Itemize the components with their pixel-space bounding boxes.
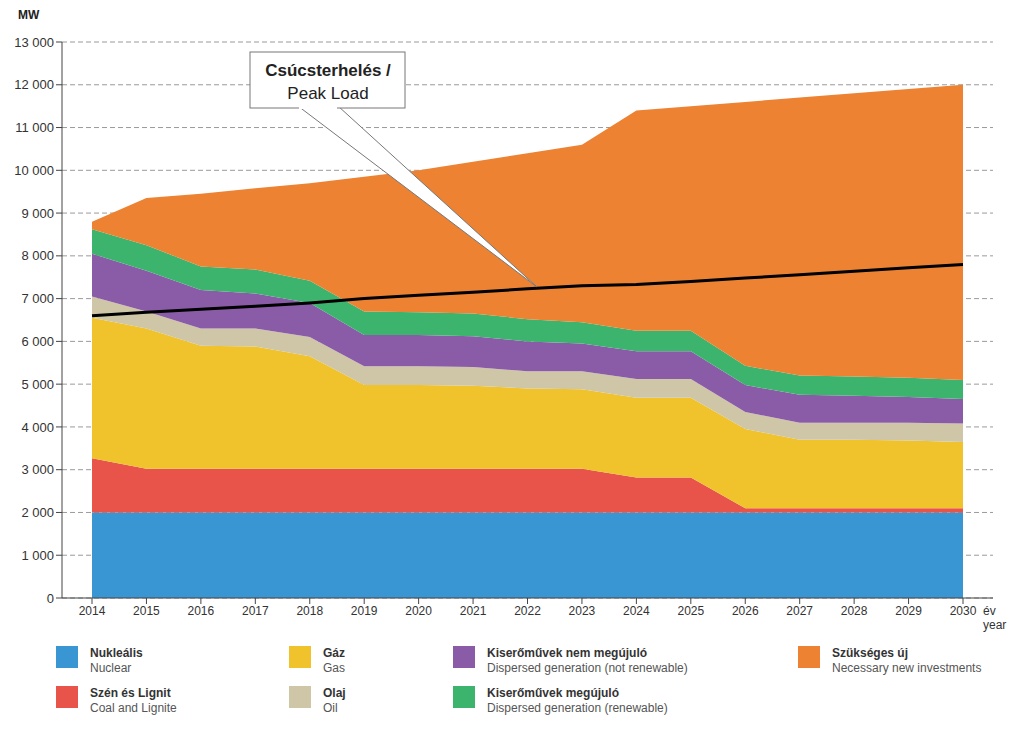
svg-text:2014: 2014 xyxy=(79,604,106,618)
html-text:Dispersed generation (renewabl: Dispersed generation (renewable) xyxy=(487,701,668,715)
svg-text:6 000: 6 000 xyxy=(21,334,54,349)
svg-text:4 000: 4 000 xyxy=(21,420,54,435)
svg-text:2020: 2020 xyxy=(405,604,432,618)
svg-text:1 000: 1 000 xyxy=(21,548,54,563)
svg-text:0: 0 xyxy=(47,591,54,606)
svg-text:2030: 2030 xyxy=(950,604,977,618)
html-text:Kiserőművek megújuló: Kiserőművek megújuló xyxy=(487,686,619,700)
html-text:Coal and Lignite: Coal and Lignite xyxy=(90,701,177,715)
svg-text:2029: 2029 xyxy=(895,604,922,618)
svg-text:2021: 2021 xyxy=(460,604,487,618)
svg-text:2024: 2024 xyxy=(623,604,650,618)
html-text:year: year xyxy=(983,618,1007,632)
html-text:Szén és Lignit: Szén és Lignit xyxy=(90,686,171,700)
html-text:Szükséges új: Szükséges új xyxy=(832,646,908,660)
svg-text:2025: 2025 xyxy=(677,604,704,618)
svg-text:2018: 2018 xyxy=(296,604,323,618)
html-text:Necessary new investments: Necessary new investments xyxy=(832,661,982,675)
svg-text:12 000: 12 000 xyxy=(14,77,54,92)
svg-text:2015: 2015 xyxy=(133,604,160,618)
html-text:Nukleális: Nukleális xyxy=(90,646,143,660)
html-text:Kiserőművek nem megújuló: Kiserőművek nem megújuló xyxy=(487,646,647,660)
html-text:Dispersed generation (not rene: Dispersed generation (not renewable) xyxy=(487,661,688,675)
svg-text:2026: 2026 xyxy=(732,604,759,618)
svg-text:Csúcsterhelés /: Csúcsterhelés / xyxy=(265,61,391,80)
html-text:Gáz: Gáz xyxy=(323,646,345,660)
svg-text:2016: 2016 xyxy=(188,604,215,618)
svg-text:10 000: 10 000 xyxy=(14,163,54,178)
svg-text:2019: 2019 xyxy=(351,604,378,618)
svg-text:2027: 2027 xyxy=(786,604,813,618)
svg-text:2028: 2028 xyxy=(841,604,868,618)
html-text:év: év xyxy=(983,604,996,618)
svg-text:13 000: 13 000 xyxy=(14,35,54,50)
html-text:Gas: Gas xyxy=(323,661,345,675)
svg-text:2022: 2022 xyxy=(514,604,541,618)
svg-text:7 000: 7 000 xyxy=(21,291,54,306)
html-text:Nuclear: Nuclear xyxy=(90,661,132,675)
svg-text:11 000: 11 000 xyxy=(15,120,54,135)
svg-text:8 000: 8 000 xyxy=(21,248,54,263)
svg-text:9 000: 9 000 xyxy=(21,206,54,221)
svg-text:2 000: 2 000 xyxy=(21,505,54,520)
svg-text:Peak Load: Peak Load xyxy=(287,84,368,103)
html-text:Olaj: Olaj xyxy=(323,686,346,700)
svg-text:5 000: 5 000 xyxy=(21,377,54,392)
html-text:MW: MW xyxy=(18,8,40,22)
svg-text:2017: 2017 xyxy=(242,604,269,618)
html-text:Oil: Oil xyxy=(323,701,338,715)
svg-text:3 000: 3 000 xyxy=(21,462,54,477)
svg-text:2023: 2023 xyxy=(569,604,596,618)
